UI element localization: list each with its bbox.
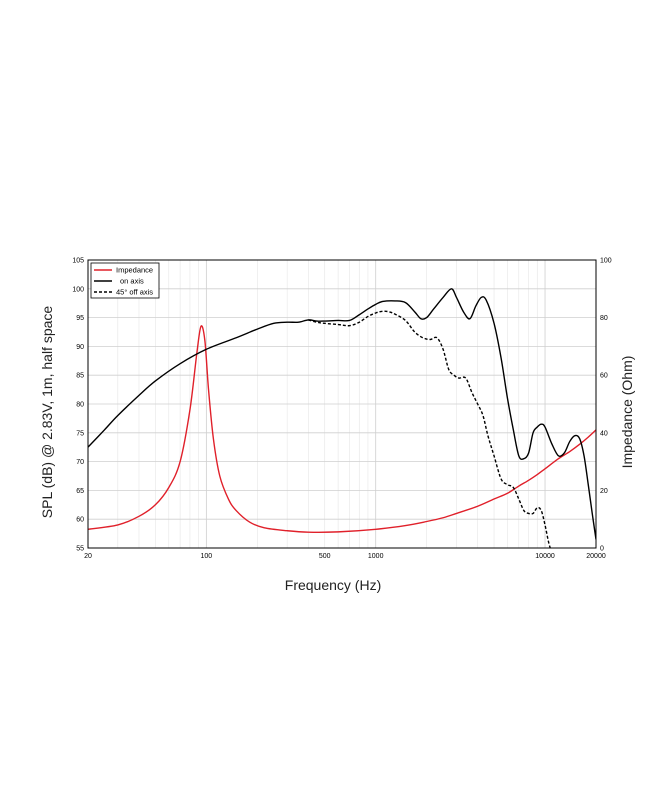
x-tick-label: 1000	[368, 553, 384, 560]
y-axis-title: SPL (dB) @ 2.83V, 1m, half space	[39, 306, 55, 519]
series-45-off-axis	[308, 310, 551, 548]
legend-label-on-axis: on axis	[120, 277, 144, 286]
x-tick-label: 500	[319, 553, 331, 560]
y-tick-label: 90	[76, 344, 84, 351]
y2-tick-label: 40	[600, 430, 608, 437]
x-tick-label: 100	[201, 553, 213, 560]
y2-tick-label: 80	[600, 315, 608, 322]
legend: Impedance on axis 45° off axis	[90, 262, 160, 299]
y-tick-label: 95	[76, 315, 84, 322]
y-tick-label: 105	[72, 258, 84, 265]
y-tick-label: 85	[76, 373, 84, 380]
tick-labels: 20 100 500 1000 10000 20000556065707580859095…	[72, 258, 611, 561]
y-tick-label: 65	[76, 488, 84, 495]
series-on-axis	[88, 288, 596, 540]
grid-lines	[87, 259, 597, 549]
series-impedance	[88, 325, 596, 533]
legend-label-45-off-axis: 45° off axis	[116, 288, 153, 297]
x-tick-label: 20000	[586, 553, 606, 560]
y-tick-label: 100	[72, 286, 84, 293]
y2-tick-label: 20	[600, 488, 608, 495]
legend-label-impedance: Impedance	[116, 266, 153, 275]
y-tick-label: 55	[76, 546, 84, 553]
plot-frame	[87, 259, 597, 549]
x-axis-title: Frequency (Hz)	[285, 577, 381, 593]
data-curves	[88, 288, 596, 548]
y2-tick-label: 60	[600, 373, 608, 380]
y-tick-label: 70	[76, 459, 84, 466]
y-tick-label: 60	[76, 517, 84, 524]
x-tick-label: 20	[84, 553, 92, 560]
y2-tick-label: 100	[600, 258, 612, 265]
x-tick-label: 10000	[535, 553, 555, 560]
y-tick-label: 75	[76, 430, 84, 437]
y2-tick-label: 0	[600, 546, 604, 553]
y2-axis-title: Impedance (Ohm)	[619, 356, 635, 469]
y-tick-label: 80	[76, 402, 84, 409]
